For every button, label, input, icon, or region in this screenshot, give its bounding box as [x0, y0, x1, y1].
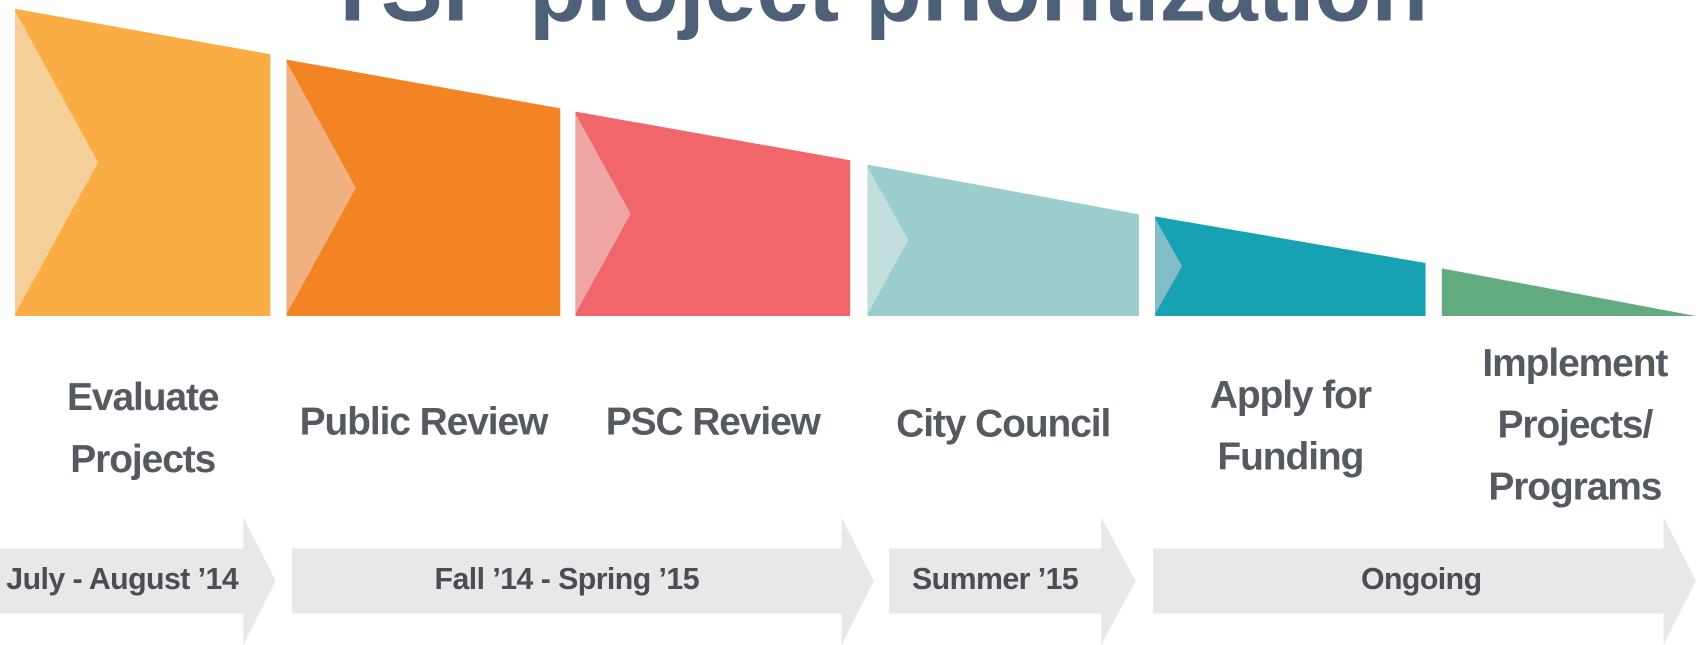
- timeline-label: Summer ’15: [912, 563, 1078, 596]
- timeline-label: July - August ’14: [6, 563, 239, 596]
- stage-block: [867, 164, 1139, 317]
- stage-block: [1155, 216, 1426, 317]
- stage-label: City Council: [896, 403, 1110, 446]
- stage-chevron: [1155, 218, 1183, 314]
- timeline-arrow: [1153, 517, 1696, 645]
- stage-chevron: [867, 166, 909, 314]
- timeline-label: Fall ’14 - Spring ’15: [435, 563, 699, 596]
- stage-chevron: [575, 113, 631, 314]
- stage-label: Projects: [70, 438, 215, 481]
- timeline-arrow: [889, 517, 1136, 645]
- timeline-arrow: [0, 517, 276, 645]
- stage-label: Public Review: [300, 400, 549, 443]
- stage-block: [575, 111, 851, 317]
- stage-label: Funding: [1217, 436, 1363, 479]
- stage-label: Apply for: [1210, 374, 1372, 417]
- stage-block: [15, 8, 271, 317]
- timeline-arrow: [292, 517, 874, 645]
- title: TSP project prioritization: [324, 0, 1428, 40]
- stage-chevron: [15, 10, 99, 314]
- stage-label: Projects/: [1498, 404, 1654, 447]
- stage-block: [1441, 268, 1696, 317]
- stage-chevron: [286, 61, 356, 314]
- timeline-label: Ongoing: [1361, 563, 1482, 596]
- stage-label: Programs: [1488, 465, 1661, 508]
- stage-label: PSC Review: [606, 400, 822, 443]
- stage-block: [286, 59, 561, 317]
- stage-label: Implement: [1482, 342, 1668, 385]
- stage-label: Evaluate: [67, 376, 219, 419]
